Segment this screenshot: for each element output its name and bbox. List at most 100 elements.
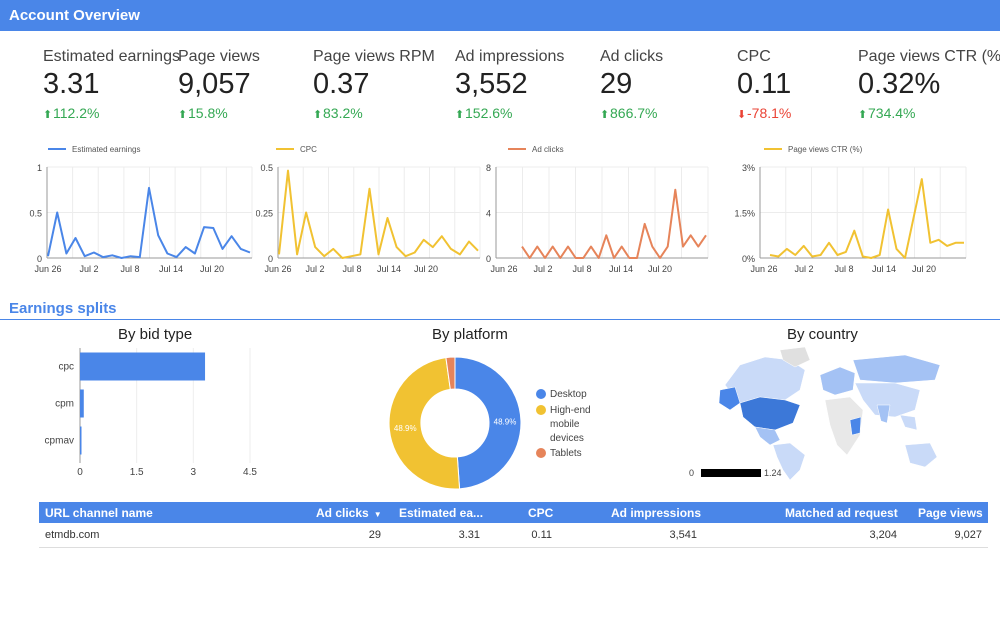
arrow-up-icon: ⬆	[600, 109, 610, 121]
x-tick-label: Jul 8	[120, 264, 139, 274]
metric-delta: ⬆734.4%	[858, 105, 1000, 121]
cell-cpc: 0.11	[531, 529, 552, 541]
sort-desc-icon: ▼	[373, 510, 382, 519]
slice-label: 48.9%	[394, 424, 417, 433]
metric-card[interactable]: Estimated earnings 3.31 ⬆112.2%	[43, 48, 180, 121]
x-tick-label: Jul 8	[342, 264, 361, 274]
metric-card[interactable]: Ad impressions 3,552 ⬆152.6%	[455, 48, 564, 121]
by-country-title: By country	[787, 326, 858, 343]
earnings-splits-title: Earnings splits	[9, 300, 117, 317]
col-cpc[interactable]: CPC	[528, 506, 554, 520]
series-line	[278, 169, 479, 259]
metric-label: Ad clicks	[600, 48, 664, 65]
metric-card[interactable]: CPC 0.11 ⬇-78.1%	[737, 48, 791, 121]
cell-ad-clicks: 29	[368, 529, 381, 541]
col-page-views[interactable]: Page views	[918, 506, 983, 520]
pie-slice	[388, 357, 461, 490]
legend-label: Ad clicks	[532, 145, 564, 154]
legend-tablets[interactable]: Tablets	[550, 448, 582, 459]
metric-value: 9,057	[178, 68, 251, 100]
y-tick-label: 0%	[742, 254, 755, 264]
legend-desktop[interactable]: Desktop	[550, 389, 587, 400]
metric-card[interactable]: Page views 9,057 ⬆15.8%	[178, 48, 260, 121]
map-europe	[819, 366, 856, 396]
x-tick-label: Jul 2	[533, 264, 552, 274]
x-tick-label: Jul 14	[377, 264, 401, 274]
chart-ad-clicks: Ad clicks 0 4 8 Jun 26 Jul 2 Jul 8 Jul 14 Jul 20	[486, 145, 709, 274]
legend-tablets-swatch	[536, 448, 546, 458]
table-header: URL channel name Ad clicks ▼ Estimated ea…	[39, 502, 988, 523]
legend-mobile-line3[interactable]: devices	[550, 433, 584, 444]
slice-label: 48.9%	[494, 417, 517, 426]
map-greenland	[779, 346, 811, 368]
y-tick-label: 0	[37, 254, 42, 264]
metric-value: 0.11	[737, 68, 792, 100]
col-ad-impressions[interactable]: Ad impressions	[611, 506, 702, 520]
legend-mobile-line1[interactable]: High-end	[550, 405, 591, 416]
map-east-africa	[849, 416, 862, 436]
header-bar: Account Overview	[0, 0, 1000, 31]
cell-page-views: 9,027	[954, 529, 982, 541]
x-tick-label: Jul 20	[648, 264, 672, 274]
metric-label: CPC	[737, 48, 771, 65]
col-ad-clicks-label: Ad clicks	[316, 506, 369, 520]
table-row[interactable]: etmdb.com 29 3.31 0.11 3,541 3,204 9,027	[39, 523, 988, 548]
x-tick-label: Jul 20	[414, 264, 438, 274]
metric-value: 3,552	[455, 68, 528, 100]
x-tick-label: Jun 26	[750, 264, 777, 274]
metric-value: 29	[600, 68, 633, 100]
metric-card[interactable]: Ad clicks 29 ⬆866.7%	[600, 48, 663, 121]
x-tick-label: 0	[77, 467, 83, 478]
chart-page-views-ctr: Page views CTR (%) 0% 1.5% 3% Jun 26 Jul 2 Jul…	[734, 145, 967, 274]
bar	[80, 352, 206, 381]
metric-delta-value: 15.8%	[188, 105, 228, 121]
page-title: Account Overview	[9, 7, 140, 24]
legend-mobile-line2[interactable]: mobile	[550, 419, 580, 430]
col-estimated-earnings[interactable]: Estimated ea...	[399, 506, 484, 520]
series-line	[769, 178, 964, 259]
metric-delta: ⬆112.2%	[43, 105, 180, 121]
country-map[interactable]	[705, 345, 950, 480]
map-russia	[852, 354, 941, 384]
map-usa	[739, 396, 801, 431]
metric-label: Page views RPM	[313, 48, 435, 65]
col-url-channel[interactable]: URL channel name	[45, 506, 153, 520]
metric-label: Page views CTR (%)	[858, 48, 1000, 65]
metric-delta-value: 112.2%	[53, 105, 100, 121]
col-ad-clicks[interactable]: Ad clicks ▼	[316, 506, 382, 520]
metric-delta: ⬇-78.1%	[737, 105, 791, 121]
series-line	[47, 186, 251, 259]
x-tick-label: Jul 14	[609, 264, 633, 274]
metric-card[interactable]: Page views CTR (%) 0.32% ⬆734.4%	[858, 48, 1000, 121]
chart-cpc: CPC 0 0.25 0.5 Jun 26 Jul 2 Jul 8 Jul 14 Jul 20	[256, 145, 481, 274]
arrow-down-icon: ⬇	[737, 109, 747, 121]
x-tick-label: Jul 2	[79, 264, 98, 274]
metric-value: 0.32%	[858, 68, 941, 100]
chart-platform: 48.9% 48.9%	[388, 356, 522, 490]
x-tick-label: Jul 2	[305, 264, 324, 274]
category-label: cpc	[58, 362, 74, 373]
y-tick-label: 8	[486, 163, 491, 173]
map-southeast-asia	[899, 414, 918, 431]
metric-delta-value: 866.7%	[610, 105, 658, 121]
x-tick-label: 1.5	[130, 467, 144, 478]
cell-matched-ad-request: 3,204	[869, 529, 897, 541]
legend-label: CPC	[300, 145, 317, 154]
chart-estimated-earnings: Estimated earnings 0 0.5 1 Jun 26 Jul 2 Jul 8 J…	[29, 145, 253, 274]
y-tick-label: 1.5%	[734, 209, 755, 219]
y-tick-label: 0.25	[256, 209, 273, 219]
y-tick-label: 1	[37, 163, 42, 173]
section-divider	[0, 319, 1000, 320]
metric-card[interactable]: Page views RPM 0.37 ⬆83.2%	[313, 48, 435, 121]
col-matched-ad-request[interactable]: Matched ad request	[785, 506, 898, 520]
series-line	[521, 188, 707, 259]
metric-label: Estimated earnings	[43, 48, 180, 65]
legend-label: Page views CTR (%)	[788, 145, 863, 154]
x-tick-label: Jun 26	[264, 264, 291, 274]
pie-slice	[445, 356, 456, 390]
cell-estimated-earnings: 3.31	[458, 529, 480, 541]
metric-delta: ⬆83.2%	[313, 105, 435, 121]
metric-label: Page views	[178, 48, 260, 65]
arrow-up-icon: ⬆	[43, 109, 53, 121]
category-label: cpmav	[45, 436, 74, 447]
